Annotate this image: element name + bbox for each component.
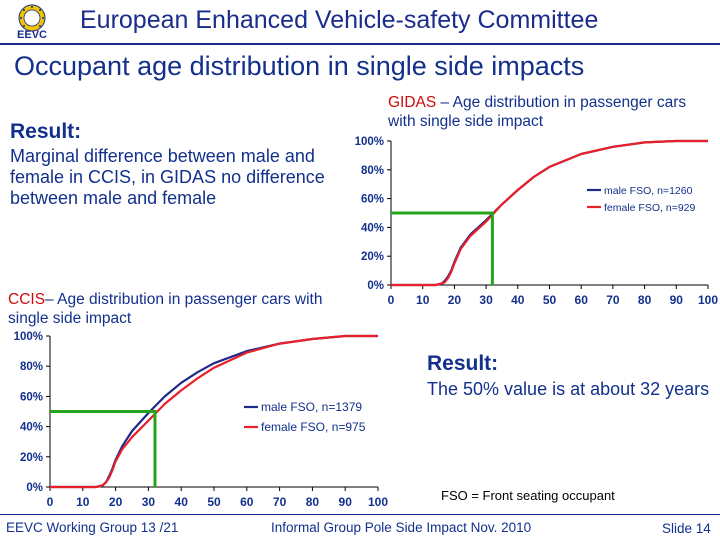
gidas-x-tick-label: 10 <box>416 293 430 307</box>
gidas-series-female-line <box>391 139 708 287</box>
gidas-y-tick-label: 20% <box>361 251 384 263</box>
gidas-chart-caption: GIDAS – Age distribution in passenger ca… <box>388 93 708 131</box>
logo-text: EEVC <box>17 29 47 40</box>
fso-note: FSO = Front seating occupant <box>441 488 615 503</box>
gidas-median-marker <box>391 211 494 285</box>
ccis-caption-prefix: CCIS <box>8 291 46 308</box>
ccis-y-tick-label: 80% <box>20 361 43 373</box>
footer-center: Informal Group Pole Side Impact Nov. 201… <box>271 520 532 535</box>
eevc-logo: EEVC <box>17 4 47 40</box>
gidas-x-tick-label: 60 <box>575 293 589 307</box>
ccis-legend-label: female FSO, n=975 <box>261 420 366 434</box>
footer-right: Slide 14 <box>662 521 711 536</box>
ccis-x-tick-label: 80 <box>306 495 320 509</box>
gidas-x-tick-label: 20 <box>448 293 462 307</box>
result1-body: Marginal difference between male and fem… <box>10 146 325 208</box>
ccis-x-tick-label: 30 <box>142 495 156 509</box>
footer-left: EEVC Working Group 13 /21 <box>6 520 179 535</box>
gidas-x-tick-label: 100 <box>698 293 718 307</box>
ccis-x-tick-label: 90 <box>339 495 353 509</box>
ccis-chart: 0% 20% 40% 60% 80% 100% 0 10 20 30 40 50 60 70 80 90 100… <box>14 331 389 509</box>
ccis-y-tick-label: 60% <box>20 391 43 403</box>
ccis-y-tick-label: 20% <box>20 452 43 464</box>
gidas-y-tick-label: 40% <box>361 222 384 234</box>
gidas-caption-text: – Age distribution in passenger cars wit… <box>388 94 687 130</box>
slide-title: Occupant age distribution in single side… <box>14 51 585 81</box>
gidas-caption-prefix: GIDAS <box>388 94 437 111</box>
gidas-y-tick-label: 80% <box>361 165 384 177</box>
gidas-x-tick-label: 0 <box>388 293 395 307</box>
result2-heading: Result: <box>427 352 499 375</box>
result1-heading: Result: <box>10 120 82 143</box>
gidas-chart: 0% 20% 40% 60% 80% 100% 0 10 20 30 40 50 60 70 80 90 100… <box>355 136 719 307</box>
ccis-y-tick-label: 100% <box>14 331 43 343</box>
gidas-legend-label: male FSO, n=1260 <box>604 185 693 197</box>
ccis-x-tick-label: 100 <box>368 495 388 509</box>
gidas-x-tick-label: 70 <box>606 293 620 307</box>
ccis-x-tick-label: 70 <box>273 495 287 509</box>
ccis-x-tick-label: 20 <box>109 495 123 509</box>
gidas-y-tick-label: 0% <box>367 280 384 292</box>
ccis-x-tick-label: 60 <box>240 495 254 509</box>
ccis-series-female-line <box>50 334 378 489</box>
ccis-median-marker <box>50 410 157 487</box>
result2-body: The 50% value is at about 32 years <box>427 379 710 399</box>
ccis-legend-label: male FSO, n=1379 <box>261 400 362 414</box>
ccis-x-tick-label: 10 <box>76 495 90 509</box>
gidas-y-tick-label: 100% <box>355 136 384 148</box>
ccis-x-tick-label: 40 <box>175 495 189 509</box>
ccis-y-tick-label: 0% <box>26 482 43 494</box>
ccis-y-tick-label: 40% <box>20 422 43 434</box>
header-divider <box>0 43 720 45</box>
ccis-x-tick-label: 0 <box>47 495 54 509</box>
gidas-x-tick-label: 30 <box>479 293 493 307</box>
gidas-x-tick-label: 40 <box>511 293 525 307</box>
ccis-chart-caption: CCIS– Age distribution in passenger cars… <box>8 290 338 328</box>
gidas-x-tick-label: 50 <box>543 293 557 307</box>
header-title: European Enhanced Vehicle-safety Committ… <box>80 6 599 34</box>
gidas-x-tick-label: 80 <box>638 293 652 307</box>
ccis-caption-text: – Age distribution in passenger cars wit… <box>8 291 323 327</box>
gidas-legend-label: female FSO, n=929 <box>604 202 696 214</box>
ccis-x-tick-label: 50 <box>207 495 221 509</box>
footer-divider <box>0 514 720 515</box>
gidas-y-tick-label: 60% <box>361 194 384 206</box>
gidas-x-tick-label: 90 <box>670 293 684 307</box>
